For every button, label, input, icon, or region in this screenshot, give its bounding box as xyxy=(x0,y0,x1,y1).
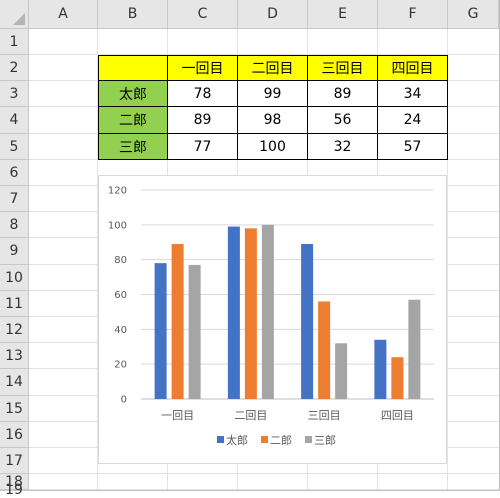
legend-swatch-二郎 xyxy=(261,436,268,443)
bar-太郎-二回目 xyxy=(227,226,240,399)
row-header-16[interactable]: 16 xyxy=(0,422,29,448)
table-value-cell[interactable]: 77 xyxy=(168,134,238,160)
row-header-2[interactable]: 2 xyxy=(0,55,29,81)
table-value-cell[interactable]: 99 xyxy=(238,81,308,107)
column-header-b[interactable]: B xyxy=(98,0,168,29)
y-tick-label: 20 xyxy=(114,360,127,371)
table-value-cell[interactable]: 98 xyxy=(238,107,308,134)
legend-swatch-三郎 xyxy=(305,436,312,443)
table-value-cell[interactable]: 100 xyxy=(238,134,308,160)
column-header-a[interactable]: A xyxy=(29,0,98,29)
table-header-cell[interactable]: 四回目 xyxy=(378,55,448,81)
bar-chart[interactable]: 0 20 40 60 80 100 120 一回目 二回目 三回目 四回目太郎 二郎 三郎 xyxy=(98,175,447,464)
table-name-cell[interactable]: 三郎 xyxy=(98,134,168,160)
bar-太郎-一回目 xyxy=(154,263,167,399)
bar-三郎-二回目 xyxy=(261,224,274,399)
row-header-15[interactable]: 15 xyxy=(0,396,29,422)
table-header-cell[interactable]: 二回目 xyxy=(238,55,308,81)
grid-hline xyxy=(29,54,499,55)
grid-vline xyxy=(447,29,448,490)
column-header-c[interactable]: C xyxy=(168,0,238,29)
row-header-12[interactable]: 12 xyxy=(0,317,29,343)
bar-太郎-三回目 xyxy=(301,243,314,399)
row-header-17[interactable]: 17 xyxy=(0,448,29,474)
bar-三郎-三回目 xyxy=(335,343,348,399)
select-all-triangle-icon xyxy=(13,13,25,25)
column-header-g[interactable]: G xyxy=(448,0,499,29)
x-category-label: 四回目 xyxy=(381,409,414,422)
table-value-cell[interactable]: 89 xyxy=(168,107,238,134)
grid-hline xyxy=(29,473,499,474)
row-header-11[interactable]: 11 xyxy=(0,291,29,317)
x-category-label: 二回目 xyxy=(234,409,267,422)
grid-vline xyxy=(97,29,98,490)
column-header-f[interactable]: F xyxy=(378,0,448,29)
row-header-18[interactable]: 18 xyxy=(0,474,29,490)
x-category-label: 一回目 xyxy=(161,409,194,422)
y-tick-label: 120 xyxy=(108,186,127,197)
table-value-cell[interactable]: 78 xyxy=(168,81,238,107)
row-header-5[interactable]: 5 xyxy=(0,134,29,160)
bar-三郎-一回目 xyxy=(188,264,201,399)
table-value-cell[interactable]: 89 xyxy=(308,81,378,107)
legend-label-二郎: 二郎 xyxy=(270,433,292,447)
bar-二郎-一回目 xyxy=(171,243,184,399)
bar-二郎-二回目 xyxy=(244,228,257,399)
grid-hline xyxy=(29,489,499,490)
x-category-label: 三回目 xyxy=(308,409,341,422)
y-tick-label: 40 xyxy=(114,325,127,336)
table-header-cell[interactable]: 一回目 xyxy=(168,55,238,81)
table-value-cell[interactable]: 56 xyxy=(308,107,378,134)
row-header-10[interactable]: 10 xyxy=(0,265,29,291)
row-header-7[interactable]: 7 xyxy=(0,186,29,212)
table-value-cell[interactable]: 34 xyxy=(378,81,448,107)
legend-label-三郎: 三郎 xyxy=(314,433,336,447)
table-name-cell[interactable]: 二郎 xyxy=(98,107,168,134)
row-header-13[interactable]: 13 xyxy=(0,343,29,369)
y-tick-label: 100 xyxy=(108,220,127,231)
row-header-9[interactable]: 9 xyxy=(0,238,29,265)
legend-swatch-太郎 xyxy=(217,436,224,443)
row-header-4[interactable]: 4 xyxy=(0,107,29,134)
table-value-cell[interactable]: 24 xyxy=(378,107,448,134)
bar-三郎-四回目 xyxy=(408,299,421,399)
table-corner-cell[interactable] xyxy=(98,55,168,81)
row-header-1[interactable]: 1 xyxy=(0,29,29,55)
row-header-8[interactable]: 8 xyxy=(0,212,29,238)
column-header-d[interactable]: D xyxy=(238,0,308,29)
row-header-6[interactable]: 6 xyxy=(0,160,29,186)
legend-label-太郎: 太郎 xyxy=(226,433,248,447)
bar-二郎-四回目 xyxy=(391,357,404,399)
y-tick-label: 60 xyxy=(114,290,127,301)
y-tick-label: 0 xyxy=(121,395,127,406)
row-header-3[interactable]: 3 xyxy=(0,81,29,107)
y-tick-label: 80 xyxy=(114,255,127,266)
table-value-cell[interactable]: 32 xyxy=(308,134,378,160)
select-all-corner[interactable] xyxy=(0,0,29,29)
table-header-cell[interactable]: 三回目 xyxy=(308,55,378,81)
column-header-e[interactable]: E xyxy=(308,0,378,29)
bar-太郎-四回目 xyxy=(374,339,387,399)
bar-二郎-三回目 xyxy=(318,301,331,399)
table-name-cell[interactable]: 太郎 xyxy=(98,81,168,107)
row-header-14[interactable]: 14 xyxy=(0,369,29,396)
table-value-cell[interactable]: 57 xyxy=(378,134,448,160)
